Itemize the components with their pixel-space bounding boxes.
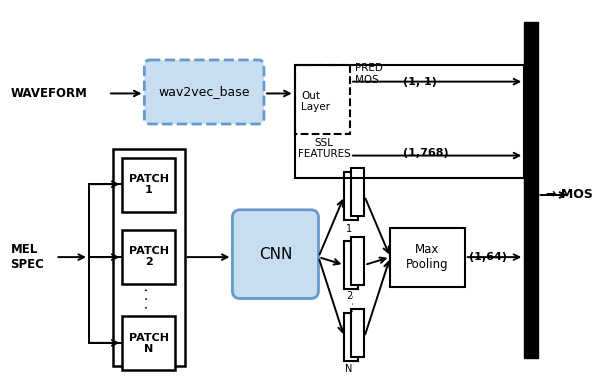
FancyBboxPatch shape: [232, 210, 318, 298]
Bar: [294, 65, 350, 134]
Text: (1,64): (1,64): [469, 252, 507, 262]
Text: SSL
FEATURES: SSL FEATURES: [298, 138, 350, 160]
Bar: [344, 313, 358, 361]
Bar: [122, 316, 175, 370]
Text: MEL
SPEC: MEL SPEC: [10, 243, 45, 271]
Text: 1: 1: [346, 223, 352, 234]
Text: PRED
MOS: PRED MOS: [355, 63, 383, 85]
Bar: [390, 227, 465, 287]
Bar: [524, 23, 538, 358]
Bar: [122, 229, 175, 284]
Text: 2: 2: [346, 291, 352, 301]
Bar: [344, 241, 358, 289]
Text: WAVEFORM: WAVEFORM: [10, 87, 87, 100]
Bar: [351, 238, 364, 285]
Bar: [351, 309, 364, 357]
Text: → MOS: → MOS: [546, 188, 593, 202]
Text: wav2vec_base: wav2vec_base: [158, 85, 250, 99]
Bar: [351, 168, 364, 216]
Bar: [113, 149, 185, 365]
Text: · · ·: · · ·: [141, 287, 155, 309]
Text: CNN: CNN: [259, 246, 292, 262]
Text: (1, 1): (1, 1): [403, 77, 436, 87]
Text: PATCH
2: PATCH 2: [129, 246, 169, 268]
Text: (1,768): (1,768): [403, 147, 448, 158]
Text: · · ·: · · ·: [349, 294, 359, 312]
Text: Max
Pooling: Max Pooling: [406, 243, 449, 271]
Text: PATCH
1: PATCH 1: [129, 174, 169, 195]
Bar: [122, 158, 175, 212]
Bar: [294, 65, 524, 178]
Text: PATCH
N: PATCH N: [129, 333, 169, 354]
FancyBboxPatch shape: [144, 60, 264, 124]
Text: N: N: [346, 363, 353, 374]
Text: Out
Layer: Out Layer: [301, 90, 330, 112]
Bar: [344, 172, 358, 220]
